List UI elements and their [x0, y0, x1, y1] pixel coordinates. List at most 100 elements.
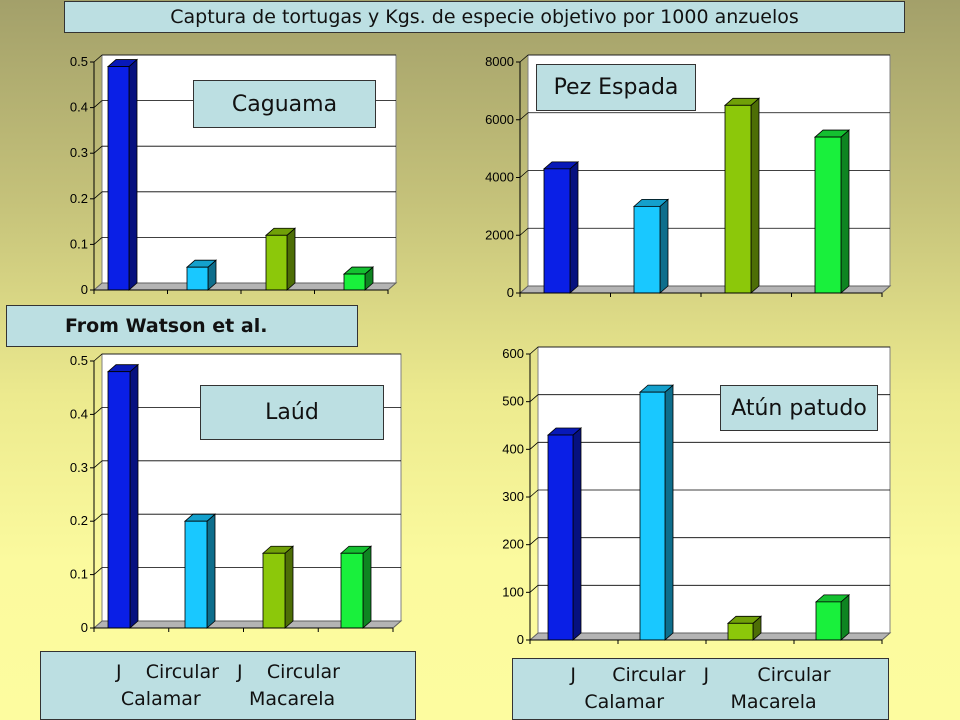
- bar-front: [639, 391, 666, 641]
- gridline-diagonal: [529, 537, 539, 545]
- category-labels-left-line1: J Circular J Circular: [116, 660, 340, 683]
- gridline-diagonal: [93, 237, 103, 245]
- bar: [632, 198, 670, 294]
- gridline-diagonal: [529, 489, 539, 498]
- bar-side: [840, 129, 850, 294]
- bar: [723, 97, 761, 294]
- bar-front: [815, 601, 842, 641]
- y-tick-label: 0.3: [70, 145, 88, 160]
- gridline-diagonal: [519, 54, 529, 63]
- bar-front: [186, 266, 209, 291]
- bar: [726, 615, 763, 641]
- y-tick-label: 500: [502, 394, 524, 409]
- y-tick-label: 0: [517, 632, 524, 647]
- y-tick-label: 0.4: [70, 100, 88, 115]
- y-tick-label: 6000: [485, 112, 514, 127]
- page-title: Captura de tortugas y Kgs. de especie ob…: [64, 1, 905, 33]
- bar-front: [265, 234, 288, 291]
- chart-title-atun-patudo: Atún patudo: [720, 385, 878, 431]
- bar: [813, 129, 851, 294]
- y-tick-label: 0: [81, 282, 88, 297]
- bar-front: [543, 168, 571, 294]
- gridline-diagonal: [529, 394, 539, 402]
- bar-front: [727, 622, 754, 641]
- gridline-diagonal: [519, 112, 529, 121]
- chart-atun-patudo: 0 100 200 300 400 500 600: [502, 346, 892, 647]
- gridline-diagonal: [93, 407, 103, 415]
- gridline-diagonal: [529, 346, 539, 355]
- bar: [638, 384, 675, 641]
- bar: [814, 593, 851, 641]
- y-tick-label: 100: [502, 584, 524, 599]
- bar-front: [107, 66, 130, 291]
- y-tick-label: 0.5: [70, 353, 88, 368]
- category-labels-left-line2: Calamar Macarela: [120, 687, 336, 710]
- bar-front: [724, 104, 752, 294]
- y-tick-label: 2000: [485, 227, 514, 242]
- gridline-diagonal: [93, 353, 103, 362]
- y-tick-label: 0.1: [70, 236, 88, 251]
- bar: [261, 545, 295, 629]
- gridline-diagonal: [93, 567, 103, 575]
- gridline-diagonal: [93, 513, 103, 522]
- bar: [339, 545, 373, 629]
- category-labels-right-line1: J Circular J Circular: [570, 664, 831, 686]
- gridline-diagonal: [529, 442, 539, 450]
- bar-front: [814, 136, 842, 294]
- bar-side: [362, 545, 372, 629]
- bar-side: [659, 198, 669, 294]
- bar: [342, 266, 375, 291]
- gridline-diagonal: [519, 227, 529, 236]
- bar-side: [286, 227, 296, 291]
- gridline-diagonal: [519, 170, 529, 178]
- chart-title-laud: Laúd: [200, 385, 384, 440]
- chart-title-caguama: Caguama: [193, 80, 376, 128]
- bar-side: [284, 545, 294, 629]
- source-note: From Watson et al.: [6, 305, 358, 347]
- gridline-diagonal: [93, 191, 103, 200]
- bar-front: [343, 273, 366, 291]
- bar-side: [129, 363, 139, 629]
- y-tick-label: 300: [502, 489, 524, 504]
- bar-side: [840, 593, 850, 641]
- gridline-diagonal: [93, 145, 103, 154]
- y-tick-label: 8000: [485, 54, 514, 69]
- y-tick-label: 0.2: [70, 513, 88, 528]
- y-tick-label: 0.2: [70, 191, 88, 206]
- category-labels-right: J Circular J Circular Calamar Macarela: [512, 658, 889, 720]
- bar-front: [107, 371, 131, 629]
- category-labels-right-line2: Calamar Macarela: [584, 691, 817, 713]
- category-labels-left: J Circular J Circular Calamar Macarela: [40, 651, 416, 720]
- bar: [106, 363, 140, 629]
- y-tick-label: 0.4: [70, 406, 88, 421]
- y-tick-label: 0.1: [70, 567, 88, 582]
- gridline-diagonal: [93, 100, 103, 108]
- bar: [183, 513, 217, 629]
- y-tick-label: 200: [502, 537, 524, 552]
- y-tick-label: 4000: [485, 170, 514, 185]
- gridline-diagonal: [529, 585, 539, 593]
- bar-front: [547, 434, 574, 641]
- bar-front: [262, 552, 286, 629]
- bar-side: [750, 97, 760, 294]
- bar-front: [184, 520, 208, 629]
- bar: [542, 160, 580, 294]
- chart-title-pez-espada: Pez Espada: [536, 64, 696, 111]
- y-tick-label: 0.3: [70, 460, 88, 475]
- bar: [106, 58, 139, 291]
- y-tick-label: 0: [507, 285, 514, 300]
- y-tick-label: 0.5: [70, 54, 88, 69]
- bar-side: [569, 160, 579, 294]
- y-tick-label: 600: [502, 346, 524, 361]
- gridline-diagonal: [93, 54, 103, 63]
- bar: [546, 427, 583, 641]
- y-tick-label: 0: [81, 620, 88, 635]
- bar-side: [572, 427, 582, 641]
- bar: [264, 227, 297, 291]
- bar: [185, 259, 218, 291]
- bar-side: [206, 513, 216, 629]
- bar-front: [633, 205, 661, 294]
- gridline-diagonal: [93, 460, 103, 469]
- bar-front: [340, 552, 364, 629]
- bar-side: [664, 384, 674, 641]
